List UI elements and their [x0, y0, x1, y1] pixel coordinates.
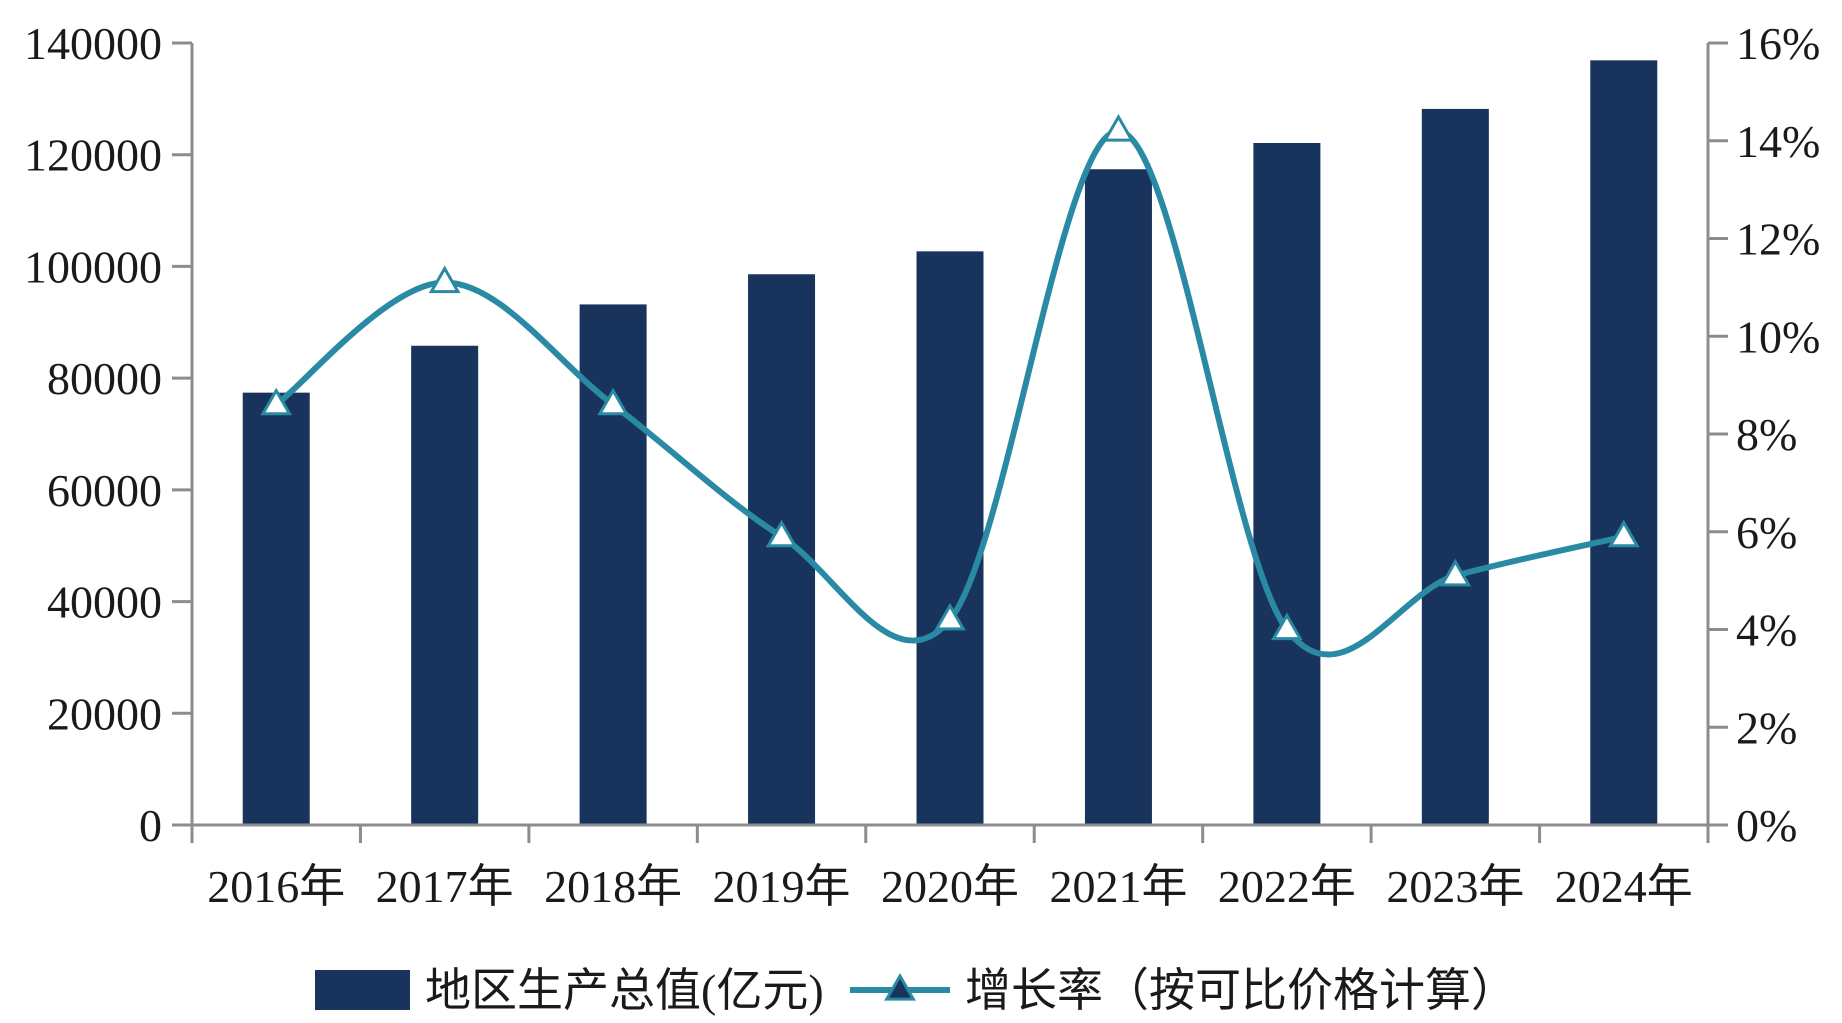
growth-rate-point-2019年 [765, 519, 798, 548]
growth-rate-point-2020年 [934, 602, 966, 631]
x-tick-label: 2016年 [207, 861, 345, 912]
legend-triangle-icon [884, 972, 916, 1001]
x-tick-label: 2020年 [881, 861, 1019, 912]
bar-series [242, 60, 1658, 826]
bar-2023年 [1421, 108, 1489, 825]
growth-rate-point-2016年 [260, 387, 293, 416]
growth-rate-line [274, 127, 1625, 658]
right-tick-label: 6% [1736, 507, 1797, 558]
right-tick-label: 4% [1736, 605, 1797, 656]
growth-rate-point-2024年 [1607, 519, 1640, 548]
growth-rate-point-2023年 [1439, 558, 1472, 587]
right-tick-label: 16% [1736, 18, 1820, 69]
right-tick-label: 0% [1736, 800, 1797, 851]
legend-line-label: 增长率（按可比价格计算） [965, 965, 1517, 1016]
bar-2017年 [411, 345, 479, 825]
left-tick-label: 20000 [47, 688, 162, 739]
bar-2020年 [916, 251, 984, 825]
growth-rate-point-2022年 [1270, 612, 1303, 641]
x-tick-label: 2021年 [1049, 861, 1187, 912]
left-tick-label: 100000 [24, 241, 162, 292]
left-tick-label: 0 [139, 800, 162, 851]
left-tick-label: 80000 [47, 353, 162, 404]
bar-2022年 [1253, 142, 1321, 826]
growth-rate-point-2018年 [597, 387, 630, 416]
line-series [260, 113, 1640, 658]
legend-bar-label: 地区生产总值(亿元) [425, 965, 824, 1016]
right-tick-label: 8% [1736, 409, 1797, 460]
bar-2021年 [1084, 169, 1152, 826]
bar-2019年 [748, 274, 816, 826]
bar-2024年 [1590, 60, 1658, 825]
legend: 地区生产总值(亿元) 增长率（按可比价格计算） [315, 965, 1517, 1016]
x-tick-label: 2017年 [376, 861, 514, 912]
growth-rate-point-2017年 [428, 265, 461, 294]
left-tick-label: 140000 [24, 18, 162, 69]
right-tick-label: 2% [1736, 702, 1797, 753]
axes: 0 20000 40000 60000 80000 100000 120000 140000 0… [24, 18, 1820, 912]
right-tick-label: 12% [1736, 214, 1820, 265]
bar-2016年 [242, 392, 310, 825]
left-tick-label: 60000 [47, 465, 162, 516]
left-tick-label: 40000 [47, 577, 162, 628]
legend-bar-swatch [315, 970, 410, 1010]
right-tick-label: 10% [1736, 311, 1820, 362]
growth-rate-point-2021年 [1102, 113, 1135, 142]
x-tick-label: 2023年 [1386, 861, 1524, 912]
x-tick-label: 2022年 [1218, 861, 1356, 912]
x-tick-label: 2019年 [713, 861, 851, 912]
x-tick-label: 2024年 [1555, 861, 1693, 912]
right-tick-label: 14% [1736, 116, 1820, 167]
x-tick-label: 2018年 [544, 861, 682, 912]
left-tick-label: 120000 [24, 130, 162, 181]
